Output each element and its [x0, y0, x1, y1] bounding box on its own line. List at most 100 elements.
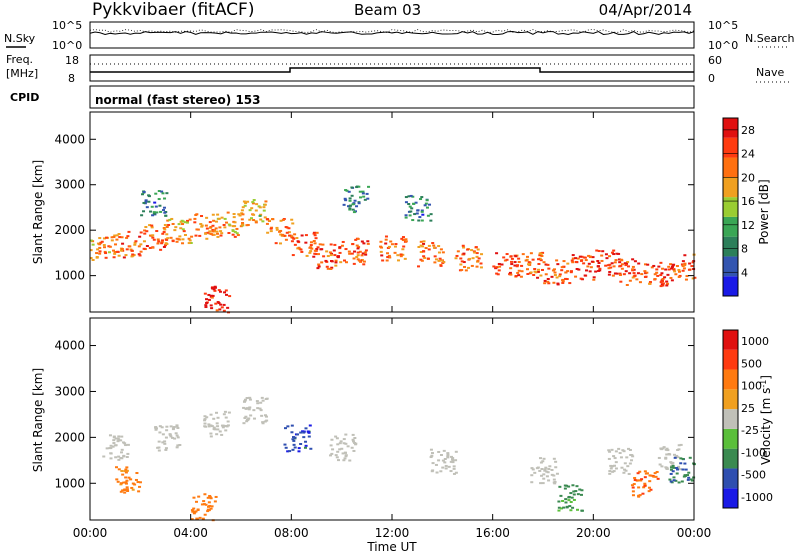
power-cell	[655, 271, 659, 274]
power-cell	[361, 190, 365, 193]
power-cell	[502, 256, 506, 259]
velocity-cell	[223, 410, 227, 413]
power-cell	[126, 235, 130, 238]
power-cell	[541, 268, 545, 271]
velocity-cell	[554, 466, 558, 469]
power-cell	[120, 236, 124, 239]
power-cell	[496, 273, 500, 276]
velocity-cell	[340, 447, 344, 450]
power-cell	[102, 237, 106, 240]
velocity-cell	[158, 425, 162, 428]
velocity-cell	[530, 467, 534, 470]
power-cell	[626, 261, 630, 264]
power-cell	[466, 248, 470, 251]
velocity-cell	[303, 446, 307, 449]
velocity-cell	[117, 438, 121, 441]
velocity-cell	[122, 481, 126, 484]
power-cell	[495, 272, 499, 275]
velocity-cell	[124, 482, 128, 485]
power-cell	[232, 213, 236, 216]
power-cell	[619, 258, 623, 261]
power-cell	[472, 250, 476, 253]
velocity-cell	[437, 459, 441, 462]
power-cell	[537, 268, 541, 271]
power-panel-frame	[89, 111, 695, 313]
velocity-cell	[454, 450, 458, 453]
power-cell	[536, 270, 540, 273]
velocity-cell	[176, 444, 180, 447]
power-cell	[682, 267, 686, 270]
time-tick-label: 16:00	[475, 526, 510, 540]
power-cell	[205, 237, 209, 240]
velocity-cell	[552, 457, 556, 460]
velocity-cell	[176, 436, 180, 439]
power-cell	[144, 226, 148, 229]
power-cell	[222, 309, 226, 312]
power-cell	[439, 264, 443, 267]
velocity-cell	[173, 437, 177, 440]
power-cell	[620, 263, 624, 266]
velocity-cell	[669, 468, 673, 471]
power-cell	[258, 206, 262, 209]
velocity-cell	[207, 509, 211, 512]
velocity-cell	[531, 468, 535, 471]
power-cell	[148, 234, 152, 237]
power-cell	[162, 209, 166, 212]
velocity-cell	[260, 414, 264, 417]
power-cell	[492, 265, 496, 268]
velocity-cell	[539, 482, 543, 485]
velocity-cell	[242, 400, 246, 403]
power-cell	[424, 202, 428, 205]
power-cell	[434, 258, 438, 261]
power-cell	[118, 236, 122, 239]
power-cell	[604, 253, 608, 256]
power-cell	[308, 251, 312, 254]
power-cell	[497, 269, 501, 272]
power-cell	[380, 254, 384, 257]
velocity-cell	[108, 434, 112, 437]
power-cell	[558, 275, 562, 278]
power-cell	[152, 238, 156, 241]
power-cell	[660, 272, 664, 275]
power-cell	[177, 238, 181, 241]
power-cell	[140, 193, 144, 196]
power-cell	[211, 230, 215, 233]
velocity-cell	[683, 474, 687, 477]
power-cell	[574, 257, 578, 260]
power-cell	[533, 267, 537, 270]
velocity-cell	[135, 472, 139, 475]
velocity-cell	[209, 413, 213, 416]
velocity-cell	[443, 457, 447, 460]
power-cell	[183, 233, 187, 236]
power-cell	[420, 210, 424, 213]
power-cell	[212, 233, 216, 236]
velocity-cell	[216, 416, 220, 419]
power-cell	[351, 203, 355, 206]
velocity-cell	[291, 448, 295, 451]
power-cell	[426, 214, 430, 217]
power-cell	[257, 205, 261, 208]
power-cell	[317, 265, 321, 268]
power-cell	[187, 237, 191, 240]
velocity-cell	[665, 447, 669, 450]
power-cell	[314, 237, 318, 240]
velocity-cell	[564, 498, 568, 501]
velocity-cell	[689, 478, 693, 481]
power-cell	[418, 216, 422, 219]
velocity-cell	[672, 479, 676, 482]
power-cell	[475, 255, 479, 258]
velocity-cell	[208, 504, 212, 507]
power-cell	[619, 264, 623, 267]
power-cell	[241, 206, 245, 209]
power-colorbar-swatch	[723, 256, 738, 277]
velocity-cell	[297, 450, 301, 453]
power-cell	[456, 250, 460, 253]
power-cell	[609, 266, 613, 269]
power-cell	[220, 306, 224, 309]
velocity-cell	[649, 488, 653, 491]
velocity-cell	[256, 407, 260, 410]
velocity-cell	[286, 425, 290, 428]
power-cell	[166, 219, 170, 222]
power-cell	[212, 288, 216, 291]
velocity-colorbar-swatch	[723, 488, 738, 508]
